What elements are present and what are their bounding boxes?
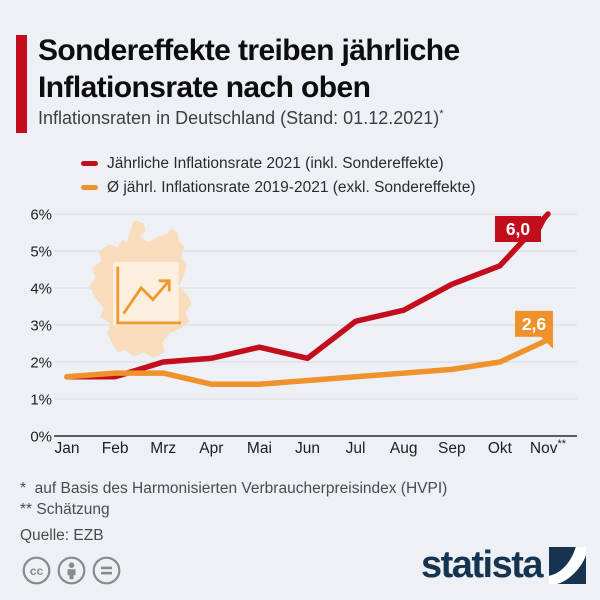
cc-by-person-icon (57, 556, 86, 585)
svg-text:Jul: Jul (346, 440, 366, 457)
trend-chart-icon (113, 262, 181, 326)
statista-logo-text: statista (420, 544, 544, 586)
license-icons: cc (22, 556, 121, 585)
chart-area: 0% 1% 2% 3% 4% 5% 6% Jan Feb Mrz Apr Mai Jun Jul Aug Se… (28, 203, 588, 465)
page-subtitle: Inflationsraten in Deutschland (Stand: 0… (38, 108, 444, 129)
svg-text:Mrz: Mrz (150, 440, 176, 457)
legend-item-2019-2021: Ø jährl. Inflationsrate 2019-2021 (exkl.… (81, 177, 475, 198)
svg-text:Mai: Mai (247, 440, 272, 457)
svg-text:6%: 6% (30, 207, 52, 224)
svg-text:0%: 0% (30, 429, 52, 446)
subtitle-text: Inflationsraten in Deutschland (Stand: 0… (38, 108, 440, 128)
footnote-hvpi: * auf Basis des Harmonisierten Verbrauch… (20, 480, 448, 497)
chart-legend: Jährliche Inflationsrate 2021 (inkl. Son… (81, 153, 475, 198)
title-line-1: Sondereffekte treiben jährliche (38, 34, 460, 67)
svg-text:Jun: Jun (295, 440, 320, 457)
svg-text:Aug: Aug (390, 440, 418, 457)
svg-text:5%: 5% (30, 244, 52, 261)
cc-nd-equals-icon (92, 556, 121, 585)
legend-marker-orange-icon (81, 185, 98, 190)
svg-text:Nov**: Nov** (530, 438, 567, 457)
legend-marker-red-icon (81, 161, 98, 166)
page-title: Sondereffekte treiben jährliche Inflatio… (38, 32, 594, 106)
source-note: Quelle: EZB (20, 527, 104, 544)
svg-text:Jan: Jan (55, 440, 80, 457)
svg-text:4%: 4% (30, 281, 52, 298)
footnote-estimate: ** Schätzung (20, 501, 110, 518)
svg-text:3%: 3% (30, 318, 52, 335)
cc-icon: cc (22, 556, 51, 585)
svg-text:1%: 1% (30, 392, 52, 409)
svg-text:6,0: 6,0 (506, 219, 531, 239)
legend-label-2019-2021: Ø jährl. Inflationsrate 2019-2021 (exkl.… (107, 178, 476, 196)
germany-map-icon (89, 220, 192, 359)
footnotes: * auf Basis des Harmonisierten Verbrauch… (20, 478, 447, 546)
svg-text:Sep: Sep (438, 440, 466, 457)
svg-text:cc: cc (30, 564, 44, 578)
svg-text:Apr: Apr (199, 440, 223, 457)
legend-item-2021: Jährliche Inflationsrate 2021 (inkl. Son… (81, 153, 475, 174)
legend-label-2021: Jährliche Inflationsrate 2021 (inkl. Son… (107, 154, 444, 172)
svg-text:2,6: 2,6 (522, 314, 547, 334)
svg-text:2%: 2% (30, 355, 52, 372)
subtitle-footnote-marker: * (439, 108, 444, 120)
svg-text:Feb: Feb (102, 440, 129, 457)
statista-logo-icon (549, 546, 586, 584)
chart-series: 6,0 2,6 (64, 211, 553, 387)
statista-logo: statista (421, 545, 586, 585)
title-line-2: Inflationsrate nach oben (38, 71, 371, 104)
title-accent-bar (16, 35, 27, 133)
inflation-chart: 0% 1% 2% 3% 4% 5% 6% Jan Feb Mrz Apr Mai Jun Jul Aug Se… (30, 207, 577, 457)
svg-text:Okt: Okt (488, 440, 513, 457)
